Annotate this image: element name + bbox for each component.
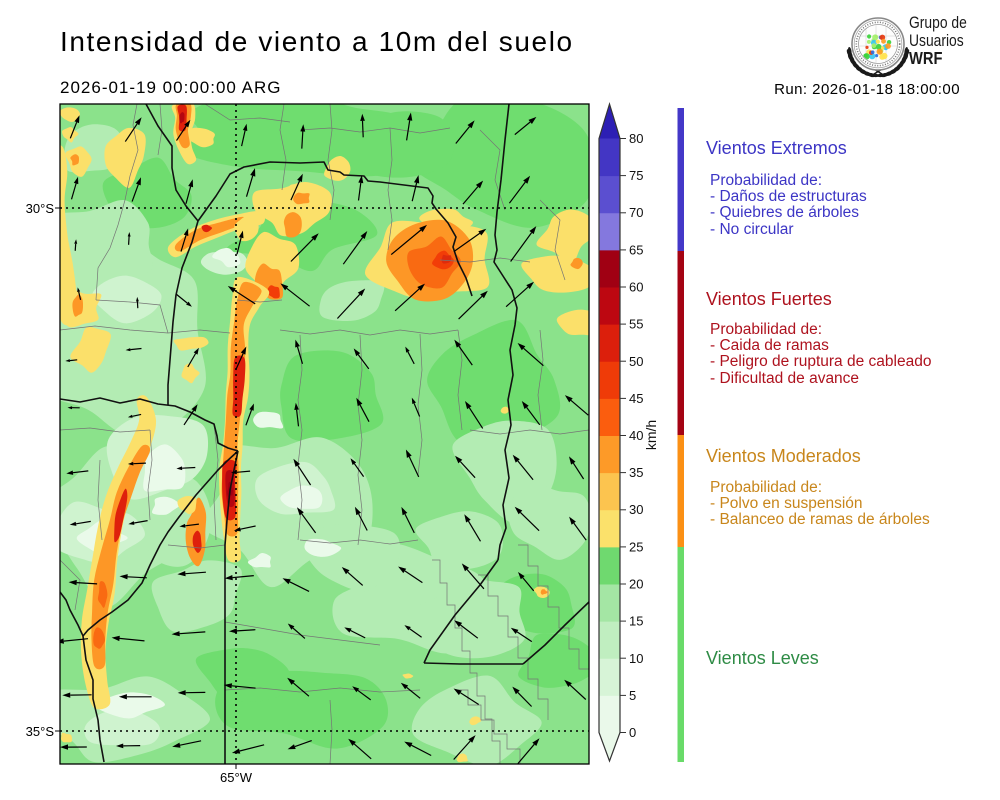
svg-text:60: 60 bbox=[629, 280, 643, 295]
svg-text:20: 20 bbox=[629, 577, 643, 592]
svg-text:10: 10 bbox=[629, 651, 643, 666]
svg-text:75: 75 bbox=[629, 168, 643, 183]
svg-text:15: 15 bbox=[629, 614, 643, 629]
svg-text:35: 35 bbox=[629, 465, 643, 480]
svg-text:55: 55 bbox=[629, 317, 643, 332]
svg-text:30: 30 bbox=[629, 502, 643, 517]
svg-text:45: 45 bbox=[629, 391, 643, 406]
svg-text:km/h: km/h bbox=[643, 420, 659, 450]
svg-text:65: 65 bbox=[629, 242, 643, 257]
svg-text:5: 5 bbox=[629, 688, 636, 703]
svg-text:40: 40 bbox=[629, 428, 643, 443]
svg-text:50: 50 bbox=[629, 354, 643, 369]
svg-text:0: 0 bbox=[629, 725, 636, 740]
svg-text:25: 25 bbox=[629, 539, 643, 554]
svg-text:80: 80 bbox=[629, 131, 643, 146]
svg-text:70: 70 bbox=[629, 205, 643, 220]
